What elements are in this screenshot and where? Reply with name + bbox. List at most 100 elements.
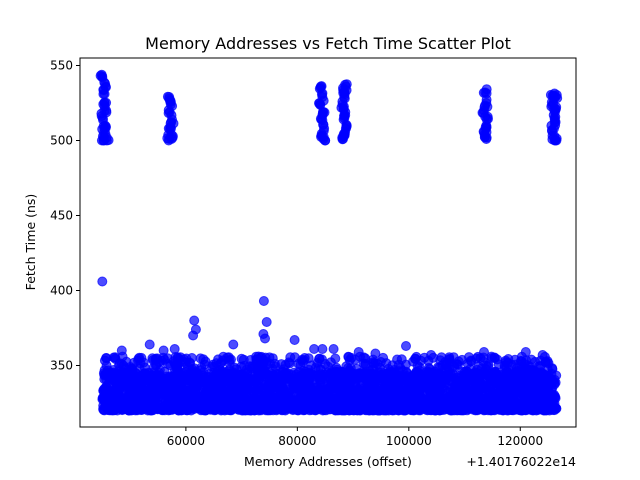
data-point (340, 110, 351, 121)
data-point (351, 404, 362, 415)
data-point (178, 403, 189, 414)
data-point (346, 367, 357, 378)
data-point (266, 394, 277, 405)
data-point (137, 385, 148, 396)
data-point (426, 350, 437, 360)
data-points (95, 69, 563, 416)
data-point (510, 359, 521, 370)
data-point (424, 389, 435, 400)
data-point (144, 372, 155, 383)
data-point (543, 400, 554, 411)
data-point (208, 359, 219, 370)
data-point (267, 353, 278, 364)
data-point (113, 392, 124, 403)
data-point (422, 366, 433, 377)
data-point (455, 405, 466, 416)
x-tick-label: 120000 (497, 434, 543, 448)
data-point (341, 384, 352, 395)
data-point (506, 405, 517, 416)
data-point (520, 347, 531, 357)
x-tick-label: 60000 (167, 434, 205, 448)
data-point (106, 398, 117, 409)
data-point (364, 374, 375, 385)
data-point (479, 347, 489, 357)
x-tick-label: 80000 (278, 434, 316, 448)
data-point (144, 339, 155, 350)
data-point (489, 393, 500, 403)
data-point (150, 353, 161, 364)
data-point (405, 403, 416, 414)
data-point (550, 393, 561, 404)
data-point (188, 330, 199, 341)
data-point (404, 374, 415, 385)
data-point (546, 385, 557, 395)
data-point (278, 364, 289, 375)
data-point (430, 369, 441, 380)
data-point (328, 344, 339, 354)
data-point (353, 347, 364, 357)
data-point (448, 389, 459, 400)
data-point (102, 388, 113, 399)
data-point (375, 383, 386, 394)
data-point (520, 359, 531, 370)
data-point (154, 364, 165, 375)
data-point (394, 400, 405, 411)
data-point (486, 351, 497, 362)
data-point (334, 368, 345, 379)
data-point (227, 388, 238, 399)
data-point (228, 339, 239, 350)
y-tick-label: 500 (50, 134, 73, 148)
chart-title: Memory Addresses vs Fetch Time Scatter P… (145, 34, 511, 53)
y-axis: 350 400 450 500 550 (50, 59, 80, 373)
data-point (96, 135, 107, 146)
data-point (290, 401, 300, 412)
data-point (316, 130, 327, 141)
data-point (169, 344, 180, 354)
data-point (393, 359, 404, 370)
data-point (401, 341, 411, 351)
data-point (297, 357, 308, 367)
data-point (337, 132, 348, 143)
data-point (511, 375, 522, 386)
data-point (452, 375, 463, 386)
data-point (261, 317, 272, 327)
data-point (487, 370, 498, 381)
data-point (136, 405, 147, 415)
data-point (472, 364, 482, 375)
data-point (123, 405, 134, 416)
data-point (493, 359, 504, 370)
data-point (503, 392, 514, 403)
data-point (481, 132, 492, 143)
data-point (547, 363, 558, 374)
data-point (519, 396, 530, 407)
data-point (447, 405, 457, 416)
data-point (238, 354, 249, 365)
data-point (340, 79, 351, 90)
data-point (258, 296, 269, 306)
data-point (346, 352, 357, 363)
data-point (371, 392, 382, 402)
data-point (133, 355, 143, 366)
data-point (158, 345, 169, 356)
data-point (551, 133, 562, 144)
data-point (99, 89, 110, 99)
data-point (182, 386, 193, 397)
data-point (309, 344, 320, 354)
data-point (285, 388, 296, 399)
data-point (356, 389, 367, 400)
data-point (313, 370, 324, 380)
data-point (240, 374, 251, 385)
data-point (222, 401, 233, 412)
data-point (172, 352, 183, 363)
data-point (224, 364, 235, 375)
data-point (424, 405, 435, 415)
data-point (370, 348, 381, 359)
y-tick-label: 450 (50, 209, 73, 223)
x-offset-text: +1.40176022e14 (466, 454, 576, 469)
data-point (97, 276, 108, 287)
data-point (445, 369, 456, 380)
data-point (382, 371, 393, 382)
data-point (462, 358, 473, 369)
data-point (213, 384, 224, 395)
